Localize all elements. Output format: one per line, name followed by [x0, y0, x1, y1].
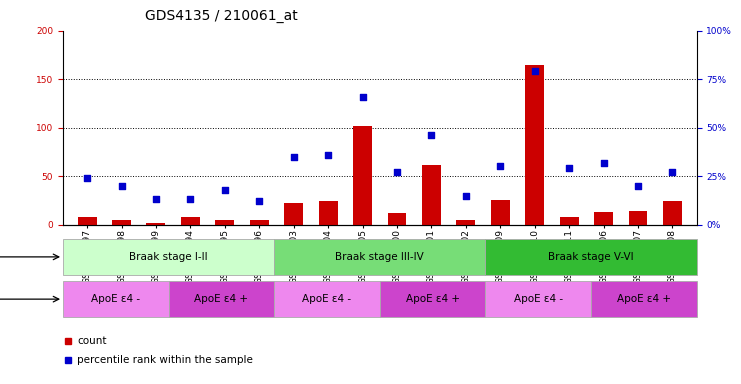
Bar: [485, 239, 697, 275]
Point: [529, 68, 541, 74]
Point: [494, 164, 506, 170]
Text: percentile rank within the sample: percentile rank within the sample: [77, 355, 253, 365]
Bar: [388, 213, 407, 225]
Bar: [147, 223, 165, 225]
Text: Braak stage V-VI: Braak stage V-VI: [548, 252, 634, 262]
Text: Braak stage I-II: Braak stage I-II: [129, 252, 208, 262]
Point: [150, 196, 162, 202]
Bar: [456, 220, 475, 225]
Text: Braak stage III-IV: Braak stage III-IV: [336, 252, 424, 262]
Bar: [250, 220, 269, 225]
Text: count: count: [77, 336, 107, 346]
Bar: [591, 281, 697, 317]
Text: ApoE ε4 -: ApoE ε4 -: [302, 294, 351, 304]
Bar: [628, 211, 648, 225]
Text: ApoE ε4 -: ApoE ε4 -: [91, 294, 140, 304]
Bar: [319, 201, 338, 225]
Text: ApoE ε4 -: ApoE ε4 -: [514, 294, 562, 304]
Bar: [63, 281, 169, 317]
Bar: [274, 239, 485, 275]
Bar: [285, 203, 303, 225]
Point: [253, 198, 265, 204]
Bar: [559, 217, 579, 225]
Point: [219, 187, 230, 193]
Bar: [78, 217, 96, 225]
Bar: [491, 200, 510, 225]
Bar: [379, 281, 485, 317]
Bar: [485, 281, 591, 317]
Point: [356, 94, 368, 100]
Bar: [663, 201, 682, 225]
Point: [288, 154, 299, 160]
Bar: [274, 281, 380, 317]
Bar: [422, 164, 441, 225]
Text: ApoE ε4 +: ApoE ε4 +: [194, 294, 248, 304]
Point: [563, 166, 575, 172]
Point: [116, 183, 127, 189]
Point: [632, 183, 644, 189]
Point: [598, 159, 610, 166]
Point: [322, 152, 334, 158]
Point: [82, 175, 93, 181]
Bar: [112, 220, 131, 225]
Bar: [216, 220, 234, 225]
Point: [391, 169, 403, 175]
Point: [666, 169, 678, 175]
Bar: [63, 239, 274, 275]
Text: ApoE ε4 +: ApoE ε4 +: [617, 294, 671, 304]
Text: GDS4135 / 210061_at: GDS4135 / 210061_at: [145, 9, 298, 23]
Bar: [169, 281, 274, 317]
Bar: [181, 217, 200, 225]
Bar: [525, 65, 544, 225]
Bar: [353, 126, 372, 225]
Point: [460, 192, 472, 199]
Point: [425, 132, 437, 139]
Text: ApoE ε4 +: ApoE ε4 +: [405, 294, 459, 304]
Bar: [594, 212, 613, 225]
Point: [185, 196, 196, 202]
